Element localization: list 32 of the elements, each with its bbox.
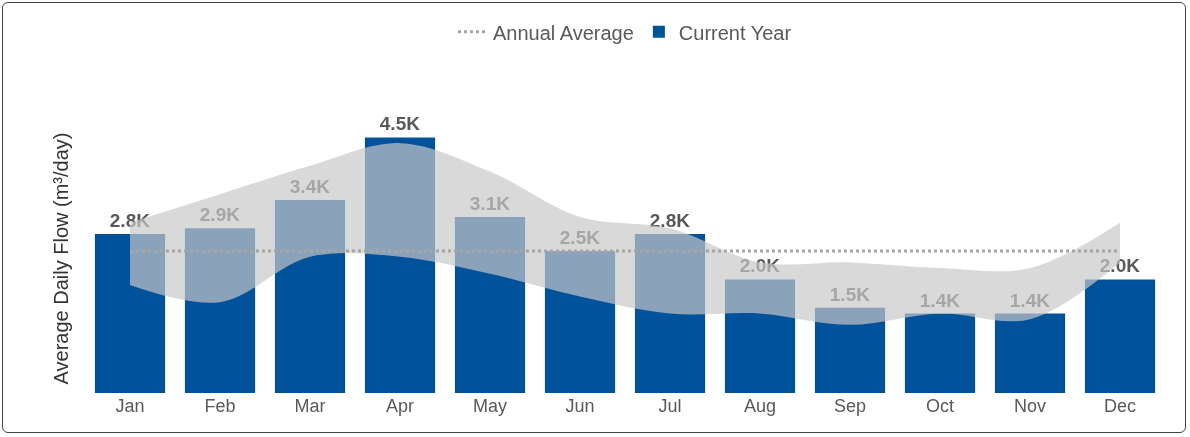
legend-label: Current Year [678, 21, 792, 44]
bar [994, 313, 1066, 393]
bar [184, 228, 256, 393]
bar [724, 279, 796, 393]
data-label: 4.5K [379, 113, 421, 135]
legend-label: Annual Average [493, 21, 634, 44]
x-tick-label: Aug [743, 396, 777, 416]
y-axis-title: Average Daily Flow (m³/day) [49, 132, 72, 385]
data-label: 2.8K [649, 209, 691, 231]
bar [904, 313, 976, 393]
x-tick-label: Jun [565, 396, 595, 416]
bar [364, 137, 436, 393]
bar [1084, 279, 1156, 393]
bar [454, 216, 526, 393]
x-tick-label: Feb [204, 396, 236, 416]
bar [544, 251, 616, 393]
x-tick-label: Mar [294, 396, 326, 416]
bar [274, 199, 346, 393]
bar [94, 233, 166, 393]
data-label: 2.8K [109, 209, 151, 231]
data-label: 2.0K [739, 255, 781, 277]
x-tick-label: Oct [925, 396, 955, 416]
bar [814, 307, 886, 393]
x-tick-label: Apr [385, 396, 415, 416]
x-tick-label: Nov [1013, 396, 1047, 416]
x-tick-label: May [472, 396, 508, 416]
x-tick-label: Dec [1103, 396, 1137, 416]
x-tick-label: Jan [115, 396, 145, 416]
x-tick-label: Jul [658, 396, 682, 416]
data-label: 2.0K [1099, 255, 1141, 277]
x-tick-label: Sep [833, 396, 867, 416]
bar [634, 233, 706, 393]
